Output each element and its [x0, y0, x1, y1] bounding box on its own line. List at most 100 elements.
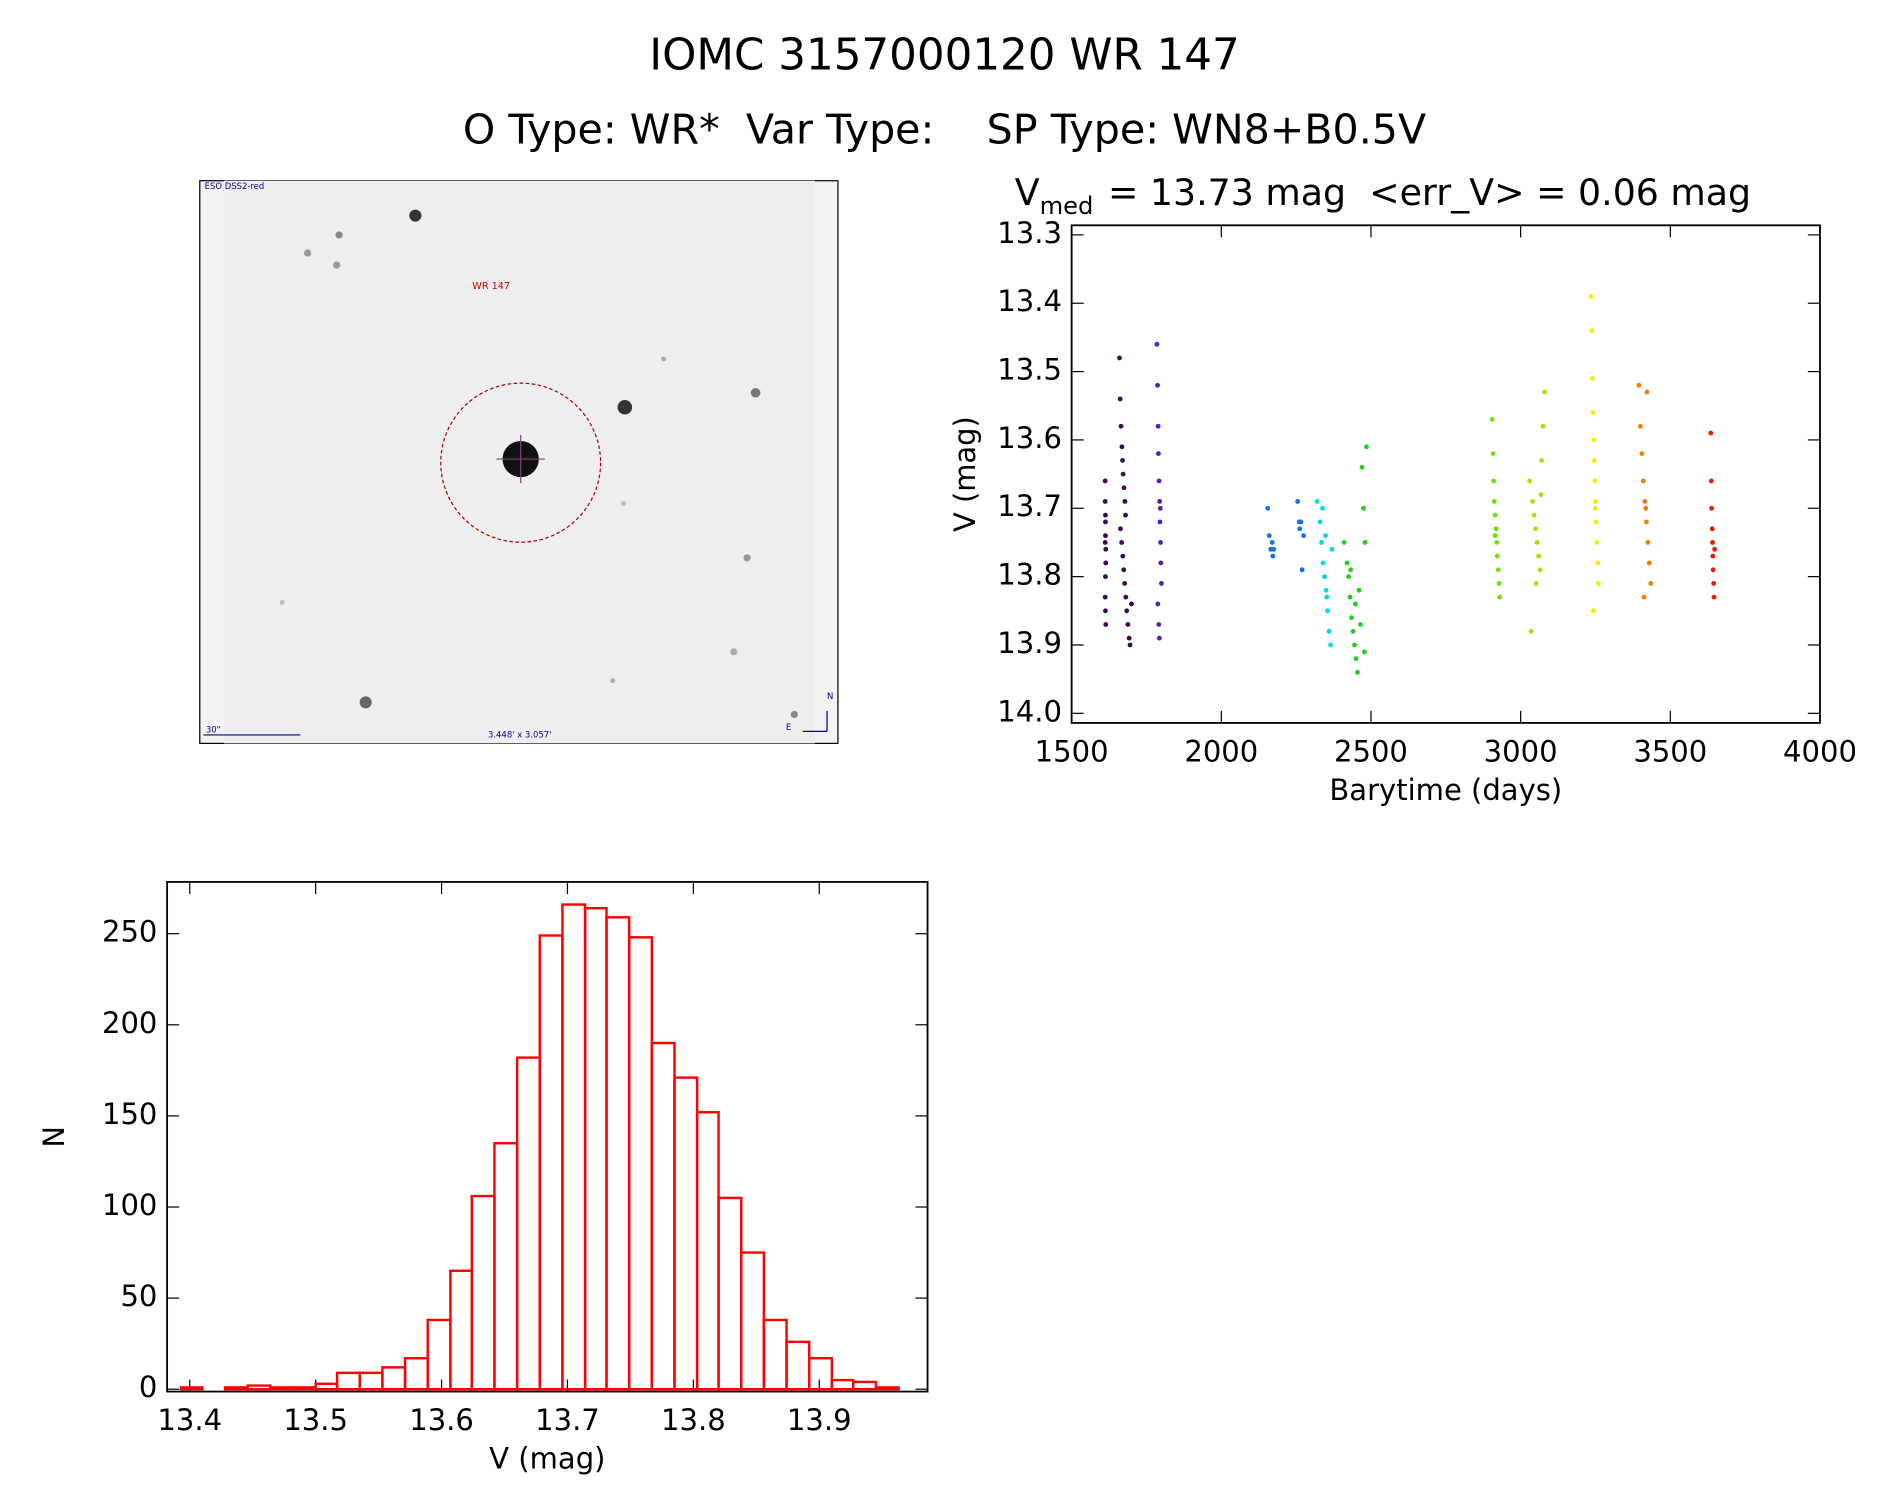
- data-point: [1356, 587, 1362, 593]
- data-point: [1590, 608, 1596, 614]
- data-point: [1636, 382, 1642, 388]
- data-point: [1301, 533, 1307, 539]
- data-point: [1118, 423, 1124, 429]
- data-point: [1711, 594, 1717, 600]
- data-point: [1126, 635, 1132, 641]
- data-point: [1352, 601, 1358, 607]
- data-point: [1102, 594, 1108, 600]
- data-point: [1531, 512, 1537, 518]
- data-point: [1155, 382, 1160, 388]
- histogram-bar: [650, 1041, 676, 1391]
- data-point: [1353, 656, 1359, 662]
- histogram-bar: [291, 1386, 317, 1391]
- data-point: [1102, 478, 1108, 484]
- data-point: [1361, 505, 1366, 511]
- data-point: [1639, 451, 1645, 457]
- data-point: [1323, 587, 1329, 593]
- data-point: [1156, 451, 1161, 457]
- histogram-bar: [717, 1196, 743, 1391]
- data-point: [1359, 464, 1365, 470]
- data-point: [1323, 533, 1328, 539]
- scale-label: 30": [206, 725, 221, 735]
- histogram-bar: [358, 1371, 384, 1391]
- data-point: [1592, 505, 1598, 511]
- data-point: [1710, 567, 1716, 573]
- data-point: [1156, 478, 1162, 484]
- x-tick-label: 2500: [1334, 735, 1408, 769]
- field-label: 3.448' x 3.057': [488, 729, 551, 739]
- y-tick-label: 13.6: [997, 421, 1062, 455]
- x-axis-label: V (mag): [489, 1442, 605, 1476]
- x-tick-label: 1500: [1035, 735, 1109, 769]
- data-point: [1350, 628, 1356, 634]
- plot-frame: [166, 881, 929, 1393]
- target-circle: [440, 382, 602, 543]
- data-point: [1528, 628, 1534, 634]
- x-tick-label: 3500: [1633, 735, 1707, 769]
- data-point: [1157, 519, 1163, 525]
- x-tick-label: 13.7: [535, 1403, 600, 1437]
- data-point: [1120, 553, 1126, 559]
- histogram-bar: [223, 1386, 249, 1391]
- data-point: [1530, 499, 1536, 504]
- data-point: [1589, 328, 1595, 333]
- data-point: [1640, 478, 1646, 484]
- y-tick-label: 13.7: [997, 489, 1062, 523]
- y-tick-label: 13.3: [997, 216, 1062, 250]
- y-tick-label: 250: [102, 915, 157, 949]
- data-point: [1641, 594, 1647, 600]
- histogram-bar: [335, 1371, 361, 1391]
- data-point: [1536, 553, 1542, 559]
- data-point: [1538, 492, 1544, 498]
- x-tick-label: 13.4: [157, 1403, 222, 1437]
- data-point: [1103, 512, 1108, 518]
- title-rest: = 13.73 mag <err_V> = 0.06 mag: [1108, 171, 1751, 214]
- data-point: [1119, 444, 1125, 450]
- y-tick-label: 0: [139, 1370, 157, 1404]
- data-point: [1358, 622, 1363, 627]
- histogram-bar: [449, 1269, 473, 1391]
- data-point: [1121, 485, 1127, 491]
- page-title: IOMC 3157000120 WR 147: [649, 30, 1240, 80]
- data-point: [1708, 430, 1714, 436]
- survey-label: ESO DSS2-red: [205, 181, 265, 191]
- y-axis-label: V (mag): [948, 416, 982, 532]
- data-point: [1265, 505, 1271, 511]
- histogram-bar: [605, 916, 631, 1391]
- data-point: [1364, 444, 1369, 450]
- data-point: [1325, 608, 1330, 614]
- data-point: [1103, 546, 1109, 552]
- data-point: [1299, 567, 1305, 573]
- data-point: [1362, 540, 1368, 545]
- east-label: E: [786, 722, 791, 732]
- x-tick-label: 13.5: [283, 1403, 348, 1437]
- data-point: [1588, 293, 1594, 299]
- data-point: [1492, 512, 1498, 518]
- data-point: [1349, 615, 1354, 621]
- data-point: [1648, 581, 1654, 586]
- data-point: [1103, 560, 1109, 566]
- data-point: [1298, 519, 1304, 525]
- histogram-bar: [627, 936, 654, 1391]
- data-point: [1121, 567, 1127, 573]
- data-point: [1117, 396, 1123, 402]
- data-point: [1123, 512, 1128, 518]
- data-point: [1709, 526, 1715, 532]
- data-point: [1344, 560, 1350, 566]
- data-point: [1123, 594, 1129, 600]
- data-point: [1328, 642, 1333, 648]
- data-point: [1120, 458, 1125, 463]
- north-label: N: [827, 691, 833, 701]
- histogram-bar: [583, 906, 608, 1391]
- data-point: [1103, 622, 1109, 627]
- data-point: [1645, 540, 1651, 545]
- y-tick-label: 100: [102, 1188, 157, 1222]
- data-point: [1120, 471, 1126, 477]
- data-point: [1593, 519, 1599, 525]
- data-point: [1157, 505, 1163, 511]
- y-tick-label: 150: [102, 1097, 157, 1131]
- sky-image: ESO DSS2-red WR 147 30" 3.448' x 3.057' …: [199, 180, 839, 744]
- page-subtitle: O Type: WR* Var Type: SP Type: WN8+B0.5V: [463, 106, 1426, 154]
- data-point: [1103, 533, 1108, 539]
